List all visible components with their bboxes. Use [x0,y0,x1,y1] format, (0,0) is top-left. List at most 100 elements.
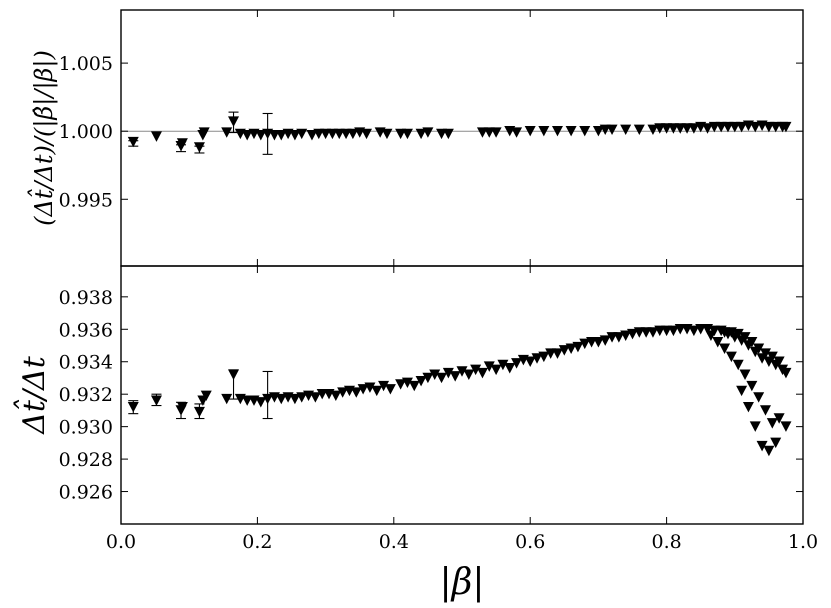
bottom-data-point [766,351,778,363]
bottom-xlabel: |β| [439,562,484,603]
bottom-data-point [483,361,495,372]
bottom-data-point [705,330,717,341]
bottom-data-point [436,372,448,384]
bottom-data-point [770,437,782,449]
bottom-data-point [309,392,321,403]
bottom-xtick-label: 1.0 [788,531,818,553]
top-data-point [198,127,210,138]
bottom-data-point [384,384,396,395]
bottom-data-point [746,337,758,348]
bottom-xticks: 0.0 0.2 0.4 0.6 0.8 1.0 [106,266,818,553]
bottom-ytick-label: 0.926 [59,482,113,504]
top-data-point [442,128,454,140]
top-data-point [401,128,413,140]
bottom-data-point [364,382,376,393]
bottom-data-point [442,367,454,379]
bottom-data-point [415,375,427,387]
bottom-yticks: 0.926 0.928 0.930 0.932 0.934 0.936 0.938 [59,287,803,504]
bottom-ytick-label: 0.936 [59,319,113,341]
bottom-data-point [766,418,778,429]
top-data-point [524,125,536,137]
top-ylabel: (Δt̂/Δt)/(|β̂|/|β|) [27,50,59,226]
top-markers [127,116,792,153]
bottom-data-point [620,330,632,341]
bottom-data-point [780,367,792,379]
top-data-point [275,130,287,141]
top-data-point [620,124,632,136]
top-data-point [749,121,761,133]
bottom-data-point [337,387,349,398]
bottom-data-point [565,343,577,354]
bottom-data-point [408,380,420,392]
bottom-data-point [357,384,369,395]
top-ytick-label: 0.995 [59,189,113,211]
bottom-data-point [712,337,724,348]
bottom-data-point [401,377,413,389]
top-data-point [688,123,700,134]
bottom-data-point [422,372,434,384]
top-data-point [422,127,434,138]
bottom-data-point [378,380,390,392]
bottom-data-point [449,371,461,382]
bottom-ylabel: Δt̂/Δt [13,355,52,434]
bottom-data-point [592,337,604,348]
bottom-ytick-label: 0.930 [59,417,113,439]
bottom-data-point [579,338,591,350]
bottom-data-point [749,421,761,432]
bottom-data-point [538,351,550,363]
bottom-data-point [613,332,625,343]
top-ytick-label: 1.000 [59,121,113,143]
bottom-data-point [773,413,785,424]
bottom-data-point [228,369,240,380]
bottom-data-point [599,335,611,346]
bottom-data-point [746,380,758,392]
bottom-xtick-label: 0.2 [242,531,272,553]
top-axes-frame [120,9,804,267]
bottom-data-point [456,366,468,377]
top-data-point [606,124,618,136]
top-ytick-label: 1.005 [59,53,113,75]
bottom-data-point [736,385,748,397]
top-data-point [221,127,233,138]
bottom-xtick-label: 0.0 [106,531,136,553]
bottom-data-point [627,328,638,340]
bottom-data-point [193,406,205,418]
bottom-data-point [296,392,308,403]
bottom-xtick-label: 0.6 [515,531,545,553]
top-data-point [296,128,308,140]
top-data-point [702,123,714,134]
top-xticks [120,10,804,266]
bottom-data-point [780,421,792,432]
bottom-data-point [759,348,771,359]
top-data-point [736,121,748,133]
bottom-data-point [504,363,516,374]
top-data-point [361,128,373,140]
bottom-data-point [221,393,233,405]
bottom-data-point [470,364,482,376]
top-data-point [241,130,253,141]
bottom-markers [127,324,792,457]
bottom-data-point [463,369,475,380]
top-data-point [381,128,393,140]
top-yticks: 0.995 1.000 1.005 [59,53,803,211]
bottom-data-point [732,328,744,340]
bottom-ytick-label: 0.938 [59,287,113,309]
bottom-data-point [725,351,737,363]
bottom-ytick-label: 0.932 [59,384,113,406]
bottom-ytick-label: 0.934 [59,352,113,374]
bottom-xtick-label: 0.4 [379,531,409,553]
bottom-data-point [531,353,543,364]
bottom-data-point [667,325,679,337]
bottom-data-point [647,327,659,338]
bottom-data-point [200,390,212,402]
bottom-data-point [756,440,768,452]
bottom-data-point [732,359,744,371]
bottom-data-point [330,390,342,402]
bottom-data-point [255,397,267,408]
bottom-data-point [150,395,162,406]
top-panel: 0.995 1.000 1.005 (Δt̂/Δt)/(|β̂|/|β|) [27,9,804,267]
bottom-data-point [753,392,765,403]
top-data-point [415,128,427,140]
top-data-point [538,125,550,137]
bottom-data-point [572,341,584,353]
